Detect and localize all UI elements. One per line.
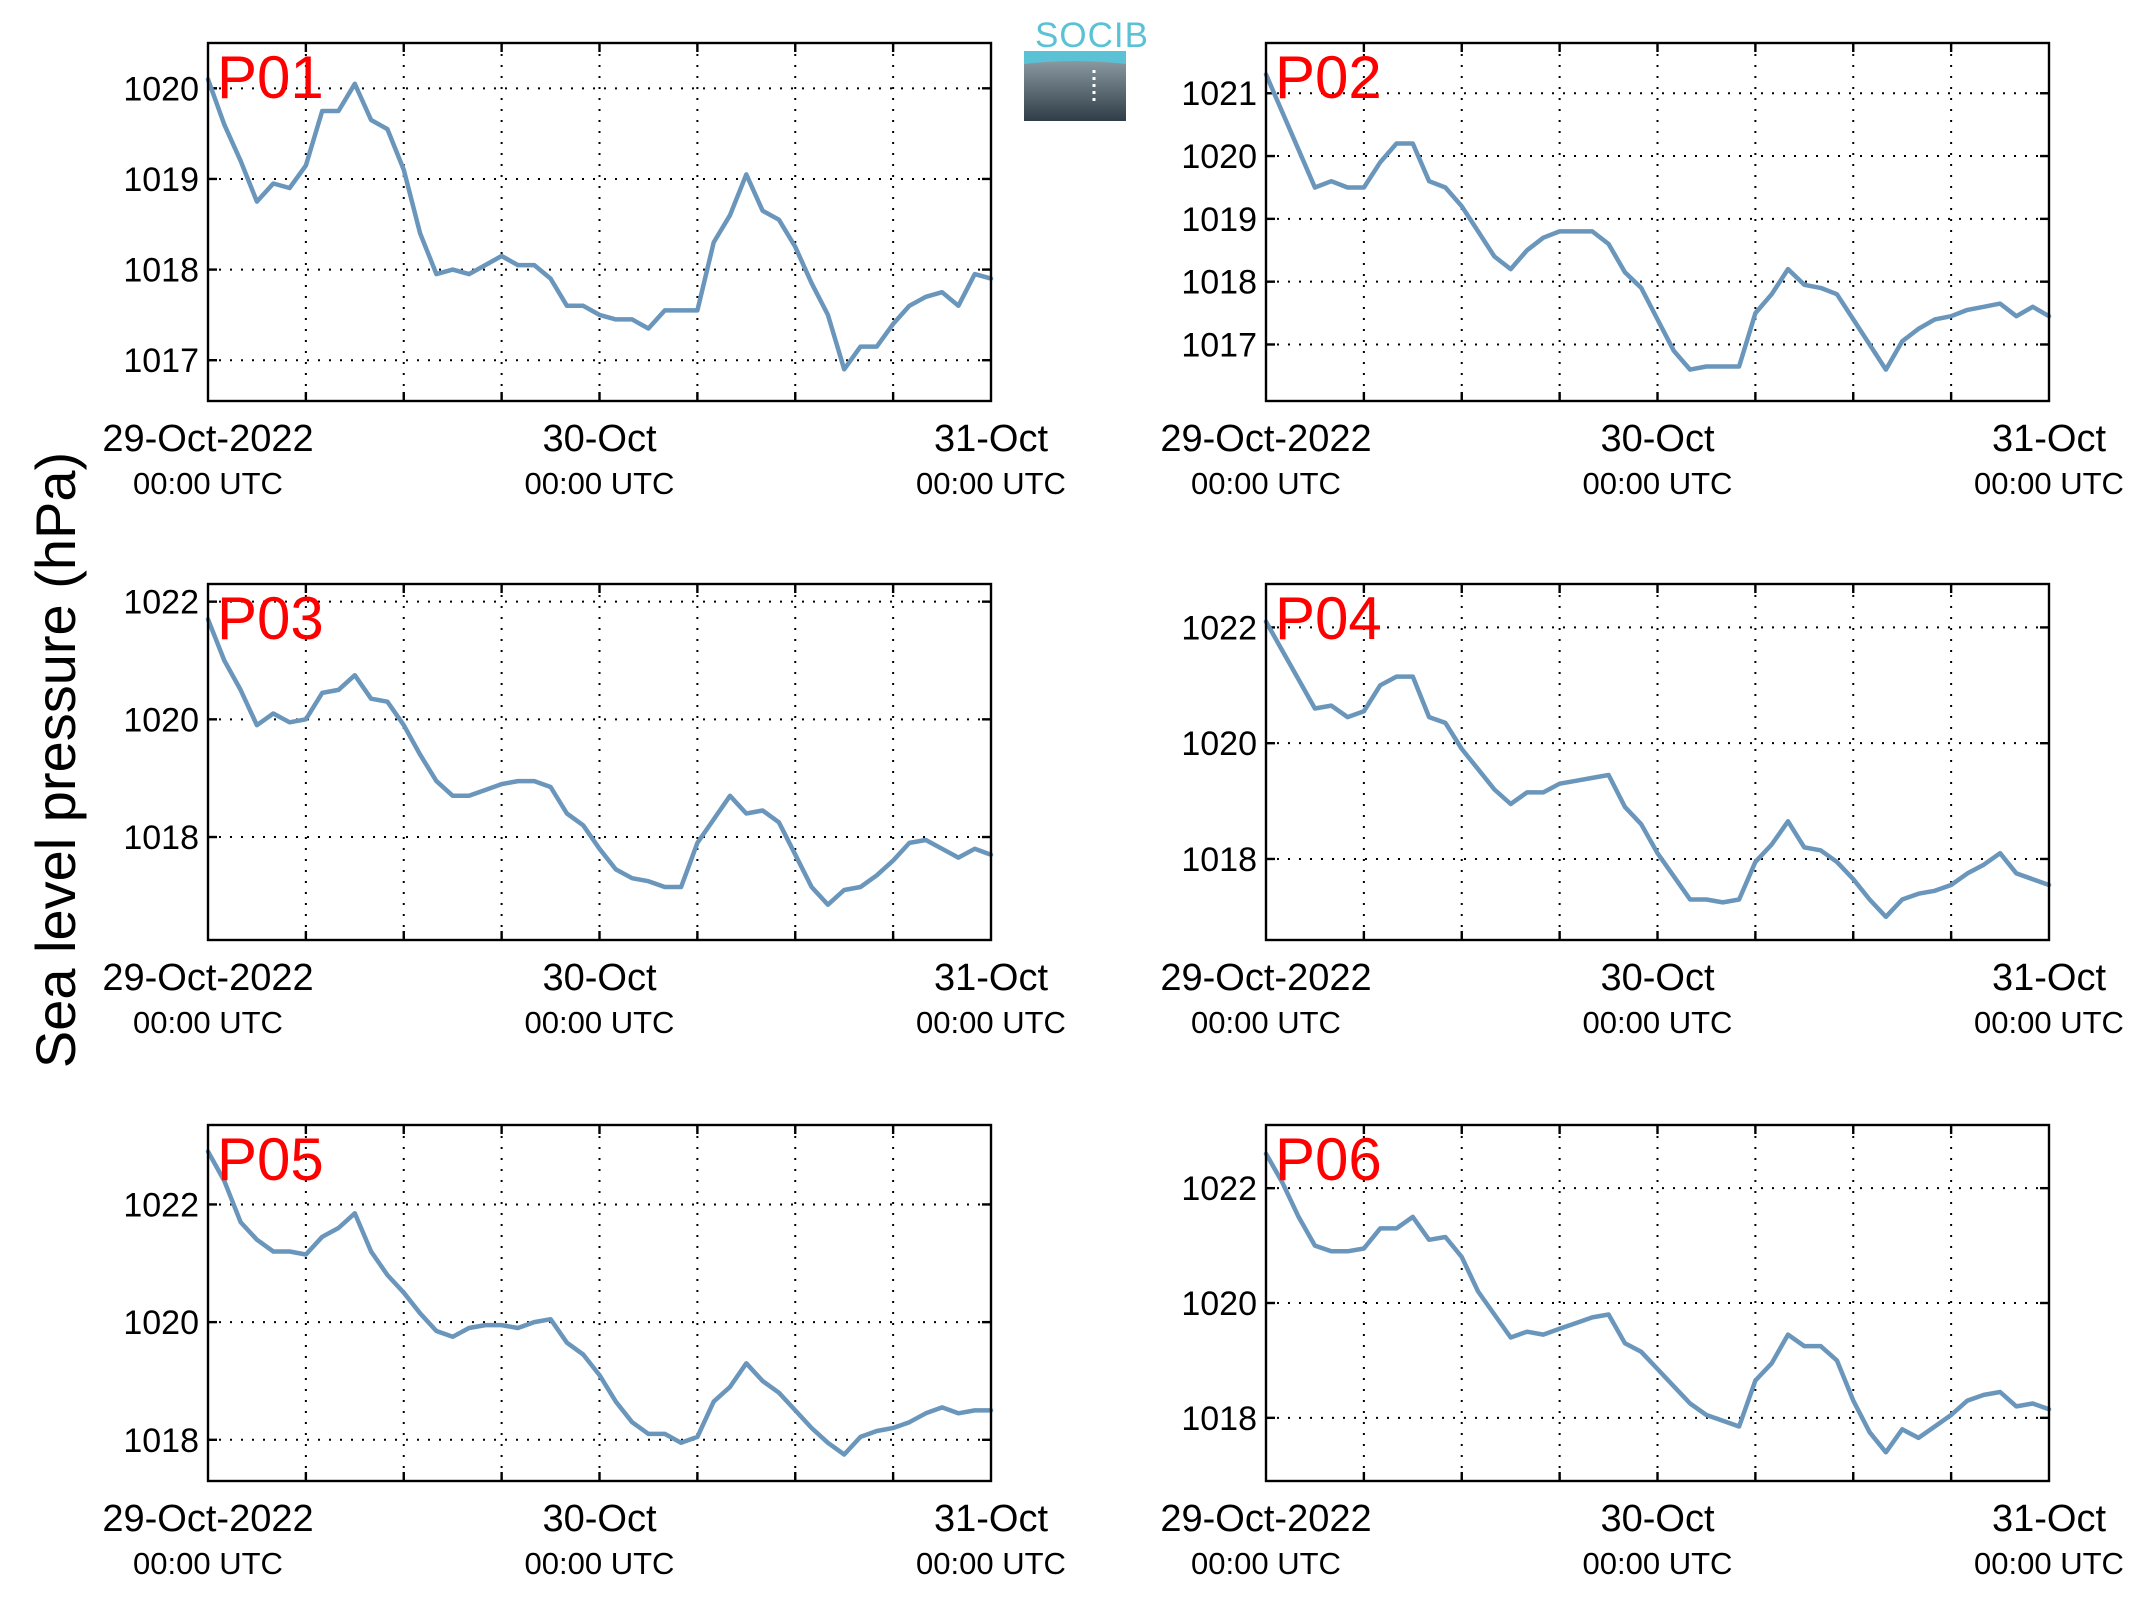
panel-title: P02: [1275, 44, 1382, 111]
y-tick-label: 1018: [123, 1422, 199, 1460]
pressure-series-line: [205, 77, 994, 372]
x-tick-label: 30-Oct: [1600, 418, 1714, 460]
y-tick-label: 1022: [1181, 1170, 1257, 1208]
x-tick-sublabel: 00:00 UTC: [525, 466, 675, 501]
panel-title: P05: [217, 1126, 324, 1193]
plot-frame: [206, 41, 993, 403]
x-tick-sublabel: 00:00 UTC: [916, 1005, 1066, 1040]
x-tick-label: 31-Oct: [934, 957, 1048, 999]
x-tick-sublabel: 00:00 UTC: [525, 1546, 675, 1581]
y-tick-label: 1017: [1181, 326, 1257, 364]
chart-panel-6: 1018 1020 1022 29-Oct-2022 00:00 UTC 30-Oct 00…: [1160, 1123, 2124, 1581]
y-tick-label: 1019: [123, 161, 199, 199]
x-tick-label: 31-Oct: [1992, 418, 2106, 460]
x-tick-label: 31-Oct: [1992, 1498, 2106, 1540]
figure-y-axis-label: Sea level pressure (hPa): [24, 452, 87, 1068]
plot-frame: [206, 1123, 993, 1483]
x-tick-sublabel: 00:00 UTC: [916, 1546, 1066, 1581]
y-tick-label: 1020: [123, 701, 199, 739]
y-tick-label: 1020: [123, 1304, 199, 1342]
chart-panel-1: 1017 1018 1019 1020 29-Oct-2022 00:00 UTC 30-O…: [102, 41, 1066, 501]
x-tick-sublabel: 00:00 UTC: [1191, 1005, 1341, 1040]
y-tick-label: 1017: [123, 342, 199, 380]
socib-logo-text: SOCIB: [1035, 16, 1149, 55]
x-tick-label: 29-Oct-2022: [102, 418, 313, 460]
x-tick-sublabel: 00:00 UTC: [916, 466, 1066, 501]
x-tick-label: 30-Oct: [542, 418, 656, 460]
x-tick-sublabel: 00:00 UTC: [1974, 1546, 2124, 1581]
plot-frame: [1264, 41, 2051, 403]
y-tick-label: 1018: [123, 252, 199, 290]
y-tick-label: 1020: [1181, 1285, 1257, 1323]
chart-panel-5: 1018 1020 1022 29-Oct-2022 00:00 UTC 30-Oct 00…: [102, 1123, 1066, 1581]
x-tick-label: 29-Oct-2022: [102, 1498, 313, 1540]
y-tick-label: 1018: [1181, 1400, 1257, 1438]
x-tick-label: 29-Oct-2022: [1160, 418, 1371, 460]
x-tick-label: 30-Oct: [1600, 1498, 1714, 1540]
chart-panels: 1017 1018 1019 1020 29-Oct-2022 00:00 UTC 30-O…: [102, 41, 2124, 1581]
pressure-series-line: [1263, 72, 2052, 372]
pressure-series-line: [1263, 619, 2052, 920]
pressure-series-line: [1263, 1151, 2052, 1455]
x-tick-label: 29-Oct-2022: [102, 957, 313, 999]
y-tick-label: 1022: [123, 1186, 199, 1224]
x-tick-label: 31-Oct: [934, 1498, 1048, 1540]
x-tick-sublabel: 00:00 UTC: [1191, 1546, 1341, 1581]
pressure-series-line: [205, 617, 994, 907]
x-tick-label: 29-Oct-2022: [1160, 1498, 1371, 1540]
chart-panel-3: 1018 1020 1022 29-Oct-2022 00:00 UTC 30-Oct 00…: [102, 582, 1066, 1040]
x-tick-sublabel: 00:00 UTC: [133, 1546, 283, 1581]
x-tick-sublabel: 00:00 UTC: [1191, 466, 1341, 501]
y-tick-label: 1020: [1181, 725, 1257, 763]
x-tick-sublabel: 00:00 UTC: [1583, 1546, 1733, 1581]
y-tick-label: 1018: [1181, 264, 1257, 302]
pressure-series-line: [205, 1149, 994, 1457]
y-tick-label: 1020: [1181, 138, 1257, 176]
y-tick-label: 1022: [123, 584, 199, 622]
panel-title: P03: [217, 585, 324, 652]
panel-title: P06: [1275, 1126, 1382, 1193]
x-tick-label: 31-Oct: [1992, 957, 2106, 999]
chart-panel-4: 1018 1020 1022 29-Oct-2022 00:00 UTC 30-Oct 00…: [1160, 582, 2124, 1040]
x-tick-sublabel: 00:00 UTC: [133, 466, 283, 501]
x-tick-sublabel: 00:00 UTC: [525, 1005, 675, 1040]
y-tick-label: 1021: [1181, 75, 1257, 113]
y-tick-label: 1022: [1181, 609, 1257, 647]
y-tick-label: 1019: [1181, 201, 1257, 239]
panel-title: P04: [1275, 585, 1382, 652]
panel-title: P01: [217, 44, 324, 111]
y-tick-label: 1018: [1181, 841, 1257, 879]
y-tick-label: 1018: [123, 819, 199, 857]
x-tick-sublabel: 00:00 UTC: [1974, 466, 2124, 501]
plot-frame: [206, 582, 993, 942]
x-tick-label: 30-Oct: [542, 1498, 656, 1540]
x-tick-label: 29-Oct-2022: [1160, 957, 1371, 999]
x-tick-sublabel: 00:00 UTC: [1974, 1005, 2124, 1040]
x-tick-label: 30-Oct: [542, 957, 656, 999]
socib-logo: SOCIB: [1024, 16, 1149, 121]
y-tick-label: 1020: [123, 70, 199, 108]
x-tick-sublabel: 00:00 UTC: [133, 1005, 283, 1040]
x-tick-label: 30-Oct: [1600, 957, 1714, 999]
x-tick-sublabel: 00:00 UTC: [1583, 466, 1733, 501]
plot-frame: [1264, 582, 2051, 942]
chart-panel-2: 1017 1018 1019 1020 1021 29-Oct-2022 00:00 UTC…: [1160, 41, 2124, 501]
x-tick-sublabel: 00:00 UTC: [1583, 1005, 1733, 1040]
plot-frame: [1264, 1123, 2051, 1483]
x-tick-label: 31-Oct: [934, 418, 1048, 460]
